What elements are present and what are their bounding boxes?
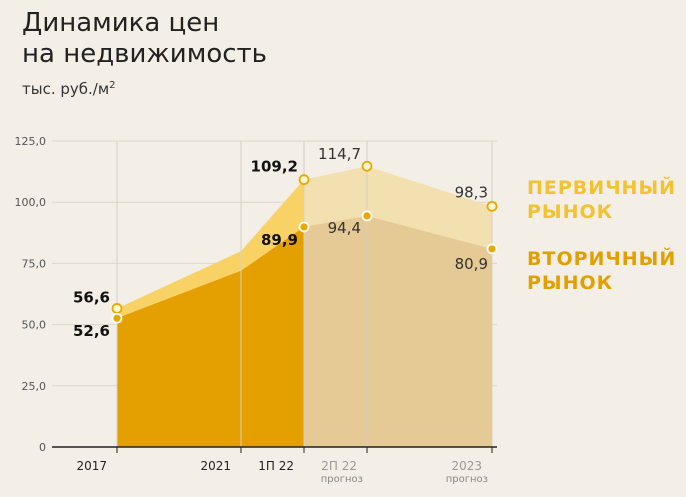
secondary-point xyxy=(486,243,498,255)
legend-secondary: ВТОРИЧНЫЙ РЫНОК xyxy=(527,247,676,295)
legend-secondary-line2: РЫНОК xyxy=(527,272,614,294)
secondary-point xyxy=(361,210,373,222)
primary-point xyxy=(111,303,123,314)
secondary-actual-area xyxy=(117,226,304,447)
secondary-data-label: 52,6 xyxy=(73,322,110,340)
areas xyxy=(117,166,492,447)
units-label: тыс. руб./м2 xyxy=(22,80,116,98)
data-labels: 56,6 109,2 114,7 98,3 52,6 89,9 94,4 80,9 xyxy=(73,145,488,340)
x-tick-label: 2017 xyxy=(76,459,107,473)
vertical-guides xyxy=(116,141,493,447)
chart-title-line1: Динамика цен xyxy=(22,8,220,38)
y-tick-label: 0 xyxy=(39,441,46,454)
x-tick-label: 1П 22 xyxy=(258,459,294,473)
legend-primary-line1: ПЕРВИЧНЫЙ xyxy=(527,177,677,199)
legend-primary: ПЕРВИЧНЫЙ РЫНОК xyxy=(527,176,676,224)
secondary-point xyxy=(111,312,123,324)
y-tick-label: 75,0 xyxy=(22,257,47,270)
chart-title: Динамика цен на недвижимость xyxy=(22,8,267,70)
y-tick-label: 25,0 xyxy=(22,380,47,393)
secondary-data-label: 94,4 xyxy=(328,219,361,237)
x-tick-sublabel: прогноз xyxy=(321,474,363,485)
secondary-data-label: 89,9 xyxy=(261,231,298,249)
units-text: тыс. руб./м xyxy=(22,80,110,98)
primary-data-label: 109,2 xyxy=(251,158,298,176)
x-tick-sublabel: прогноз xyxy=(446,474,488,485)
x-tick-label: 2021 xyxy=(200,459,231,473)
secondary-forecast-area xyxy=(304,215,492,447)
primary-data-label: 56,6 xyxy=(73,288,110,306)
y-tick-label: 50,0 xyxy=(22,319,47,332)
y-tick-label: 125,0 xyxy=(15,135,47,148)
axis: 0 25,0 50,0 75,0 100,0 125,0 2017 2021 1П 22 2П 2… xyxy=(15,135,497,485)
primary-data-label: 98,3 xyxy=(455,183,488,201)
x-tick-label: 2023 xyxy=(451,459,482,473)
x-tick-label: 2П 22 xyxy=(321,459,357,473)
chart-title-line2: на недвижимость xyxy=(22,39,267,69)
primary-data-label: 114,7 xyxy=(318,145,361,163)
secondary-data-label: 80,9 xyxy=(455,255,488,273)
secondary-point xyxy=(298,221,310,233)
y-tick-label: 100,0 xyxy=(15,196,47,209)
units-superscript: 2 xyxy=(109,80,116,91)
primary-point xyxy=(361,160,373,172)
markers xyxy=(111,160,498,324)
legend-secondary-line1: ВТОРИЧНЫЙ xyxy=(527,248,677,270)
primary-point xyxy=(298,174,310,186)
legend-primary-line2: РЫНОК xyxy=(527,201,614,223)
primary-point xyxy=(486,200,498,212)
